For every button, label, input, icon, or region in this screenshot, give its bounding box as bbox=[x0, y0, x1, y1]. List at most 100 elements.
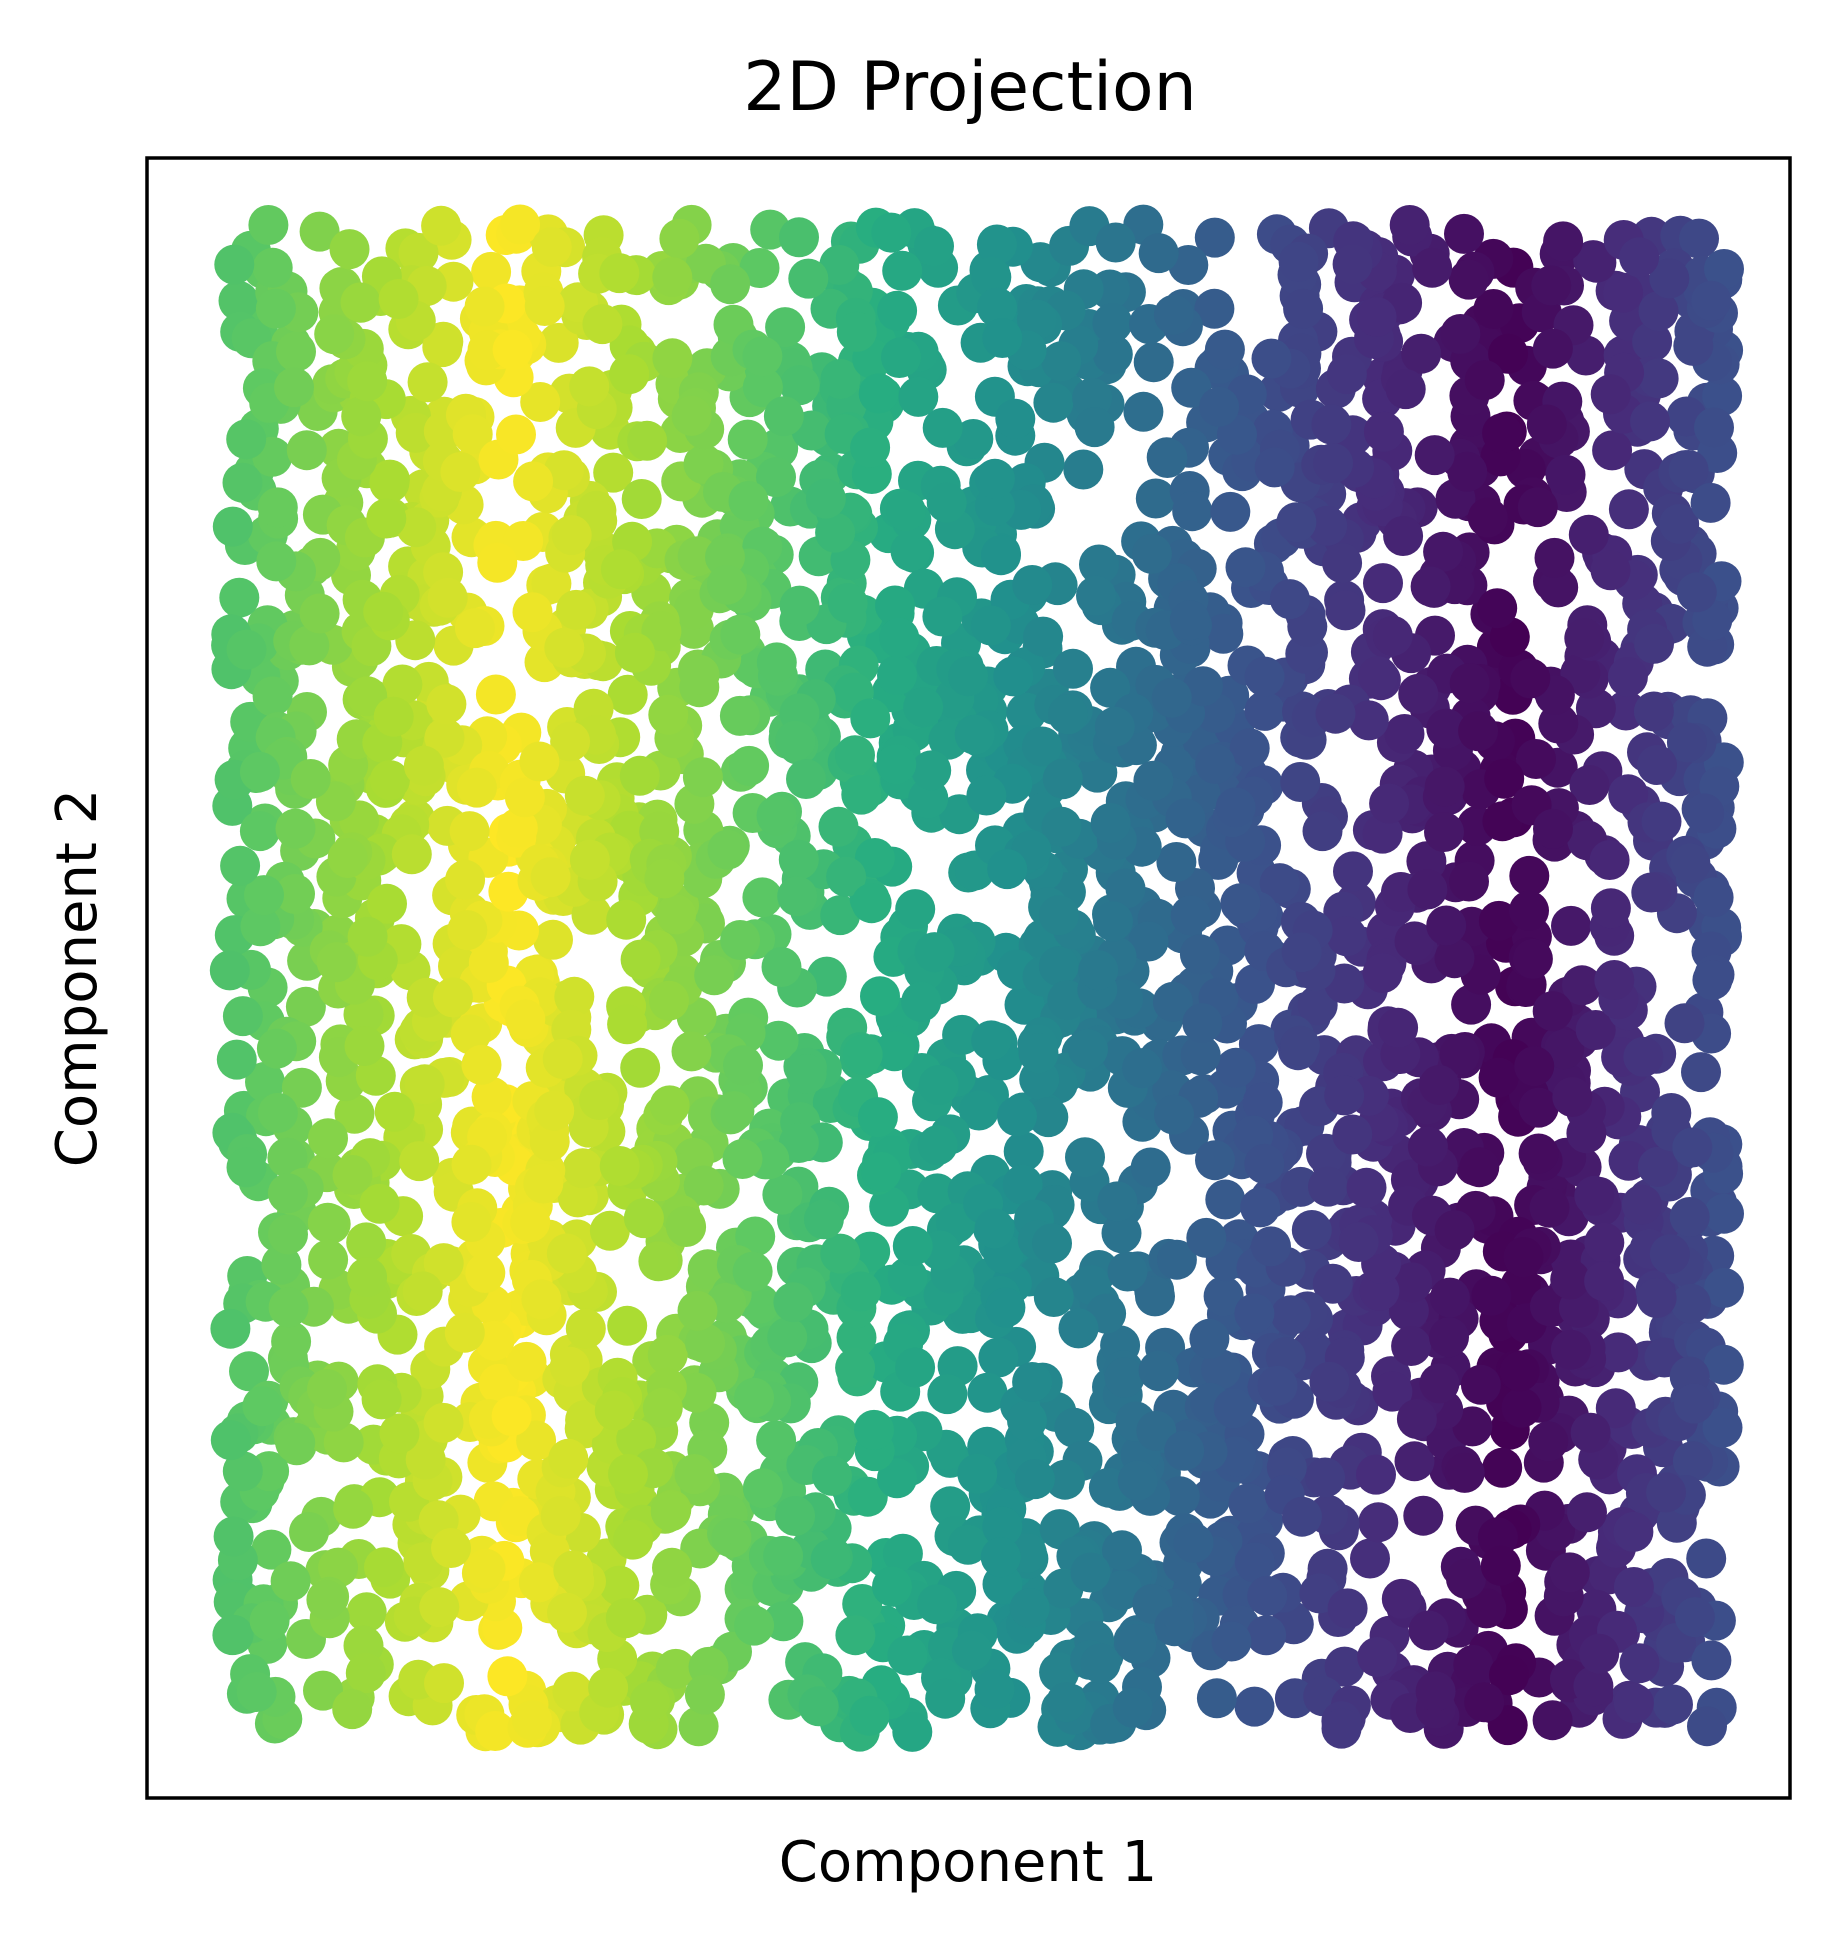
scatter-point bbox=[363, 591, 404, 632]
scatter-point bbox=[613, 1519, 654, 1560]
scatter-point bbox=[1315, 693, 1356, 734]
plot-frame bbox=[145, 156, 1792, 1800]
scatter-point bbox=[652, 257, 693, 298]
scatter-point bbox=[756, 1420, 797, 1461]
scatter-point bbox=[1668, 450, 1709, 490]
scatter-point bbox=[512, 592, 553, 633]
scatter-point bbox=[1058, 1308, 1099, 1349]
scatter-point bbox=[1372, 615, 1413, 656]
scatter-point bbox=[593, 452, 634, 493]
scatter-point bbox=[1138, 233, 1179, 274]
scatter-point bbox=[1392, 1262, 1433, 1303]
scatter-point bbox=[711, 1517, 752, 1558]
scatter-point bbox=[1107, 1251, 1148, 1292]
scatter-point bbox=[521, 1279, 562, 1320]
scatter-point bbox=[1046, 1682, 1087, 1723]
scatter-point bbox=[1391, 1326, 1432, 1366]
scatter-point bbox=[1623, 1036, 1664, 1077]
scatter-point bbox=[1484, 758, 1525, 799]
scatter-point bbox=[1358, 1502, 1399, 1543]
scatter-point bbox=[1482, 413, 1523, 454]
scatter-point bbox=[1464, 1682, 1505, 1723]
scatter-point bbox=[1429, 1317, 1469, 1358]
scatter-point bbox=[1619, 237, 1660, 278]
scatter-point bbox=[1080, 1643, 1121, 1684]
scatter-point bbox=[895, 1347, 936, 1388]
scatter-point bbox=[378, 279, 419, 319]
scatter-point bbox=[1333, 851, 1373, 892]
scatter-point bbox=[1613, 1683, 1654, 1724]
scatter-point bbox=[1453, 1644, 1494, 1685]
scatter-point bbox=[461, 1044, 502, 1085]
scatter-point bbox=[286, 430, 327, 471]
scatter-point bbox=[652, 1547, 692, 1588]
scatter-point bbox=[710, 264, 751, 305]
scatter-point bbox=[971, 257, 1012, 298]
scatter-point bbox=[1128, 921, 1169, 962]
scatter-point bbox=[1531, 265, 1572, 306]
scatter-point bbox=[1092, 303, 1133, 343]
scatter-point bbox=[562, 1148, 603, 1189]
scatter-point bbox=[644, 858, 685, 899]
scatter-point bbox=[1440, 314, 1481, 354]
scatter-point bbox=[340, 282, 381, 323]
scatter-point bbox=[1270, 1295, 1311, 1336]
scatter-point bbox=[523, 1163, 564, 1204]
scatter-point bbox=[404, 1064, 445, 1105]
scatter-point bbox=[850, 427, 891, 468]
scatter-point bbox=[1466, 1588, 1507, 1629]
scatter-point bbox=[1607, 656, 1648, 697]
scatter-point bbox=[1234, 1542, 1275, 1583]
scatter-point bbox=[244, 875, 284, 916]
scatter-point bbox=[1028, 1097, 1069, 1138]
scatter-point bbox=[911, 750, 952, 791]
scatter-point bbox=[464, 286, 505, 327]
scatter-point bbox=[805, 478, 846, 519]
scatter-point bbox=[219, 577, 260, 618]
scatter-point bbox=[1651, 1093, 1692, 1133]
scatter-point bbox=[1613, 1511, 1654, 1552]
scatter-point bbox=[299, 593, 340, 634]
scatter-point bbox=[1550, 1329, 1591, 1370]
scatter-point bbox=[993, 656, 1034, 697]
scatter-point bbox=[1394, 921, 1435, 962]
scatter-point bbox=[1517, 487, 1558, 528]
scatter-point bbox=[1041, 806, 1082, 847]
scatter-point bbox=[530, 857, 571, 898]
scatter-point bbox=[835, 1615, 876, 1656]
scatter-point bbox=[1449, 663, 1490, 704]
scatter-point bbox=[1072, 377, 1113, 418]
scatter-point bbox=[248, 205, 289, 245]
scatter-point bbox=[1446, 1558, 1486, 1599]
scatter-point bbox=[242, 1386, 283, 1427]
scatter-point bbox=[1693, 877, 1734, 918]
scatter-point bbox=[1205, 1179, 1246, 1220]
scatter-point bbox=[271, 1321, 312, 1362]
scatter-point bbox=[786, 1054, 827, 1094]
scatter-point bbox=[647, 1334, 688, 1375]
scatter-point bbox=[1054, 1407, 1095, 1448]
scatter-point bbox=[256, 1028, 297, 1069]
scatter-point bbox=[1350, 1538, 1390, 1579]
scatter-point bbox=[606, 899, 647, 940]
scatter-point bbox=[599, 1565, 640, 1606]
scatter-point bbox=[440, 452, 481, 492]
scatter-point bbox=[1189, 1318, 1230, 1359]
scatter-point bbox=[671, 395, 712, 436]
scatter-point bbox=[540, 1496, 581, 1536]
scatter-point bbox=[842, 1034, 883, 1075]
scatter-point bbox=[334, 1093, 375, 1134]
scatter-point bbox=[1259, 863, 1300, 904]
scatter-point bbox=[1381, 1578, 1422, 1619]
scatter-point bbox=[1482, 1447, 1523, 1488]
scatter-point bbox=[720, 614, 761, 655]
y-axis-label: Component 2 bbox=[45, 789, 110, 1168]
scatter-point bbox=[627, 420, 668, 461]
scatter-point bbox=[1215, 787, 1256, 828]
scatter-point bbox=[492, 329, 533, 370]
scatter-point bbox=[275, 808, 316, 849]
chart-title: 2D Projection bbox=[743, 48, 1197, 127]
scatter-point bbox=[513, 461, 554, 502]
scatter-point bbox=[1151, 677, 1192, 718]
scatter-point bbox=[706, 564, 747, 605]
